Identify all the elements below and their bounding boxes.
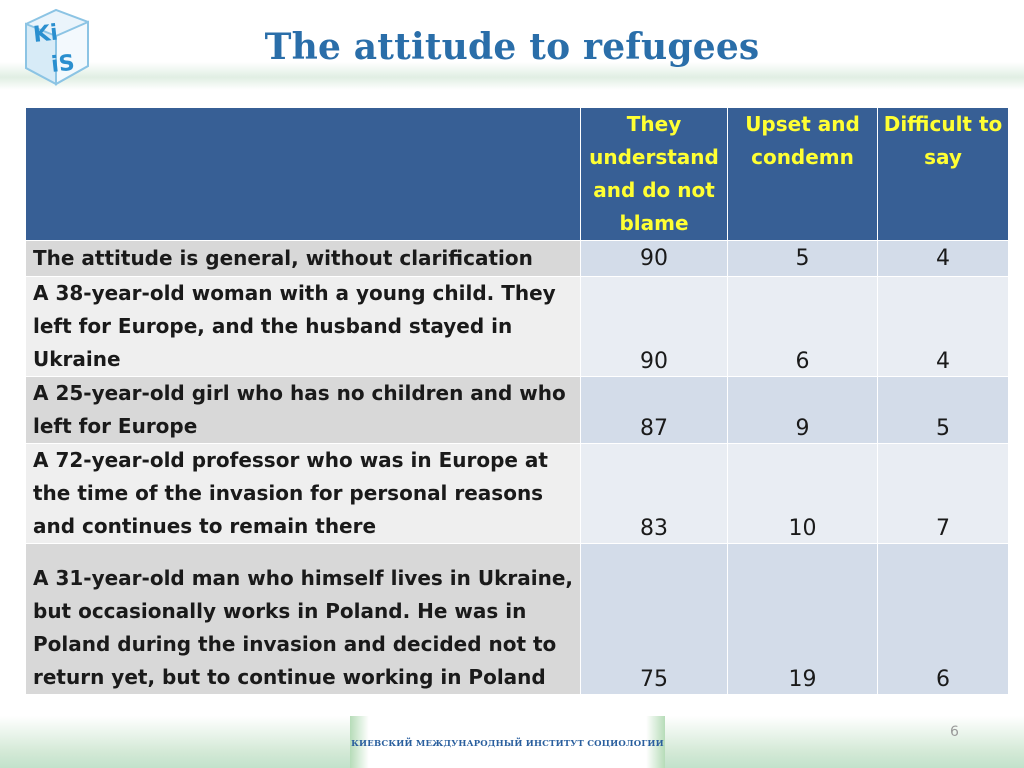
page-number: 6	[950, 724, 959, 740]
logo-text-top: Ki	[32, 21, 59, 48]
row-label: The attitude is general, without clarifi…	[25, 240, 581, 277]
table-row: The attitude is general, without clarifi…	[25, 240, 1009, 277]
row-label: A 25-year-old girl who has no children a…	[25, 376, 581, 444]
attitude-table: They understand and do not blame Upset a…	[25, 107, 1009, 695]
header-upset: Upset and condemn	[727, 107, 878, 241]
table-row: A 31-year-old man who himself lives in U…	[25, 543, 1009, 695]
cell-difficult: 4	[877, 276, 1009, 377]
cell-understand: 90	[580, 240, 728, 277]
cell-difficult: 6	[877, 543, 1009, 695]
row-label: A 31-year-old man who himself lives in U…	[25, 543, 581, 695]
row-label: A 38-year-old woman with a young child. …	[25, 276, 581, 377]
header-difficult: Difficult to say	[877, 107, 1009, 241]
footer-strip	[350, 716, 665, 768]
cell-upset: 5	[727, 240, 878, 277]
table-header-row: They understand and do not blame Upset a…	[25, 107, 1009, 241]
logo-text-bottom: iS	[50, 51, 76, 78]
cell-upset: 10	[727, 443, 878, 544]
table-row: A 72-year-old professor who was in Europ…	[25, 443, 1009, 544]
cell-understand: 83	[580, 443, 728, 544]
row-label: A 72-year-old professor who was in Europ…	[25, 443, 581, 544]
cell-understand: 87	[580, 376, 728, 444]
table-row: A 25-year-old girl who has no children a…	[25, 376, 1009, 444]
header-cell-empty	[25, 107, 581, 241]
cell-difficult: 4	[877, 240, 1009, 277]
cell-difficult: 7	[877, 443, 1009, 544]
header-understand: They understand and do not blame	[580, 107, 728, 241]
cell-upset: 6	[727, 276, 878, 377]
footer-institute-name: КИЕВСКИЙ МЕЖДУНАРОДНЫЙ ИНСТИТУТ СОЦИОЛОГ…	[351, 739, 664, 749]
cell-understand: 90	[580, 276, 728, 377]
header-decoration-band	[0, 62, 1024, 90]
cell-difficult: 5	[877, 376, 1009, 444]
table-row: A 38-year-old woman with a young child. …	[25, 276, 1009, 377]
cell-understand: 75	[580, 543, 728, 695]
cell-upset: 9	[727, 376, 878, 444]
page-title: The attitude to refugees	[264, 26, 760, 68]
cell-upset: 19	[727, 543, 878, 695]
kiis-logo: Ki iS	[25, 8, 89, 86]
